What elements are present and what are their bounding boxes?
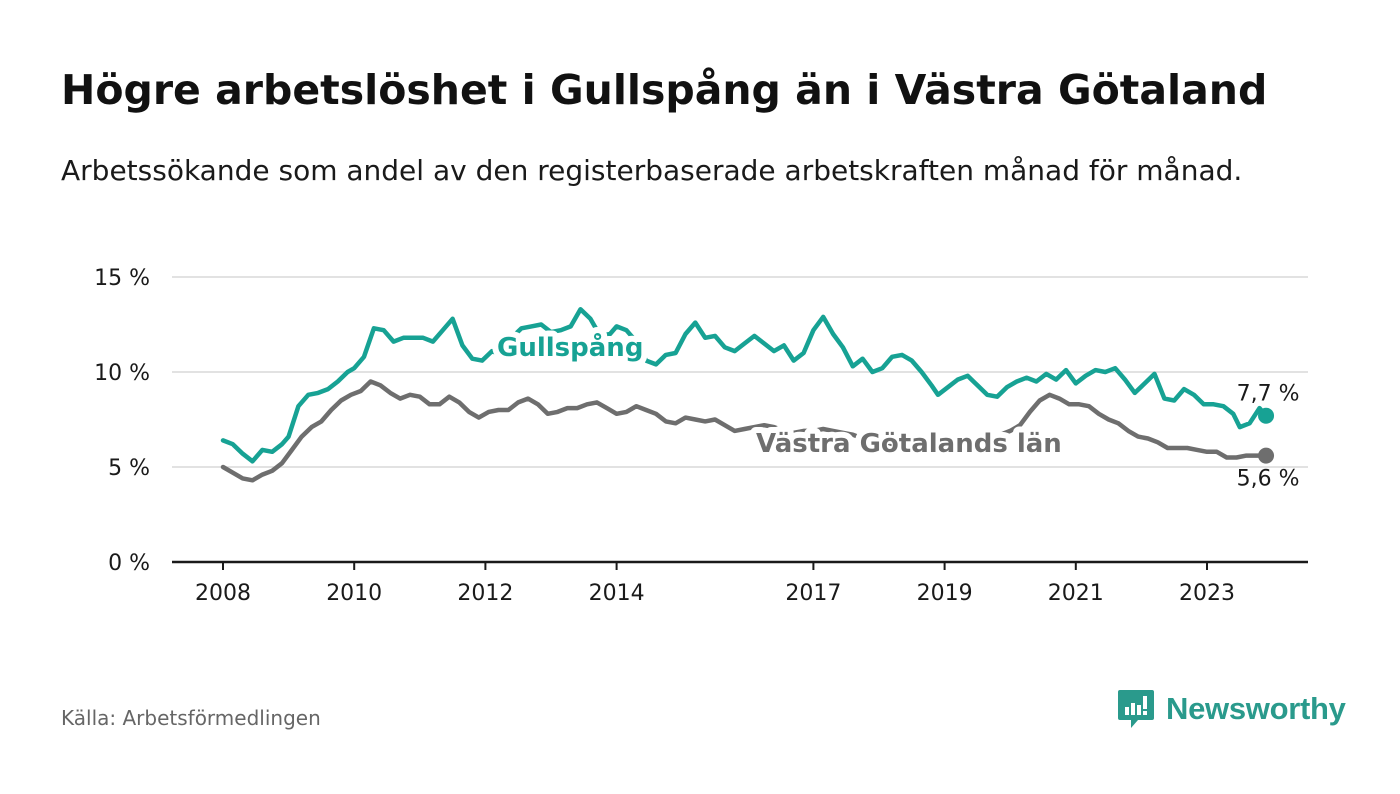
x-tick-label: 2017 xyxy=(785,581,841,606)
x-tick-label: 2023 xyxy=(1179,581,1235,606)
gridlines xyxy=(172,276,1308,564)
series-line-vastra-gotaland xyxy=(220,379,1269,483)
x-tick-label: 2021 xyxy=(1048,581,1104,606)
chart-title: Högre arbetslöshet i Gullspång än i Väst… xyxy=(61,66,1268,114)
brand-logo[interactable]: Newsworthy xyxy=(1118,690,1346,728)
series-lines xyxy=(220,307,1275,483)
brand-name: Newsworthy xyxy=(1166,691,1346,726)
series-end-value: 7,7 % xyxy=(1237,382,1300,407)
series-line-gullspang xyxy=(220,307,1269,464)
series-labels: 7,7 % 5,6 % Gullspång Västra Götalands län xyxy=(491,325,1300,492)
bar-chart-speech-bubble-icon xyxy=(1118,690,1154,728)
source-note: Källa: Arbetsförmedlingen xyxy=(61,706,321,730)
y-tick-label: 0 % xyxy=(108,551,150,576)
x-tick-label: 2010 xyxy=(326,581,382,606)
x-tick-label: 2019 xyxy=(917,581,973,606)
y-tick-label: 5 % xyxy=(108,456,150,481)
chart-subtitle: Arbetssökande som andel av den registerb… xyxy=(61,154,1243,187)
series-end-value: 5,6 % xyxy=(1237,467,1300,492)
series-name-label: Gullspång xyxy=(497,331,643,363)
x-tick-label: 2014 xyxy=(589,581,645,606)
x-tick-label: 2012 xyxy=(457,581,513,606)
x-tick-label: 2008 xyxy=(195,581,251,606)
y-tick-label: 10 % xyxy=(94,361,150,386)
x-axis-ticks: 2008 2010 2012 2014 2017 2019 2021 2023 xyxy=(195,562,1235,606)
series-name-label: Västra Götalands län xyxy=(756,429,1062,459)
y-axis-ticks: 0 % 5 % 10 % 15 % xyxy=(94,266,150,576)
y-tick-label: 15 % xyxy=(94,266,150,291)
series-endpoint xyxy=(1258,447,1275,464)
series-endpoint xyxy=(1258,407,1275,424)
